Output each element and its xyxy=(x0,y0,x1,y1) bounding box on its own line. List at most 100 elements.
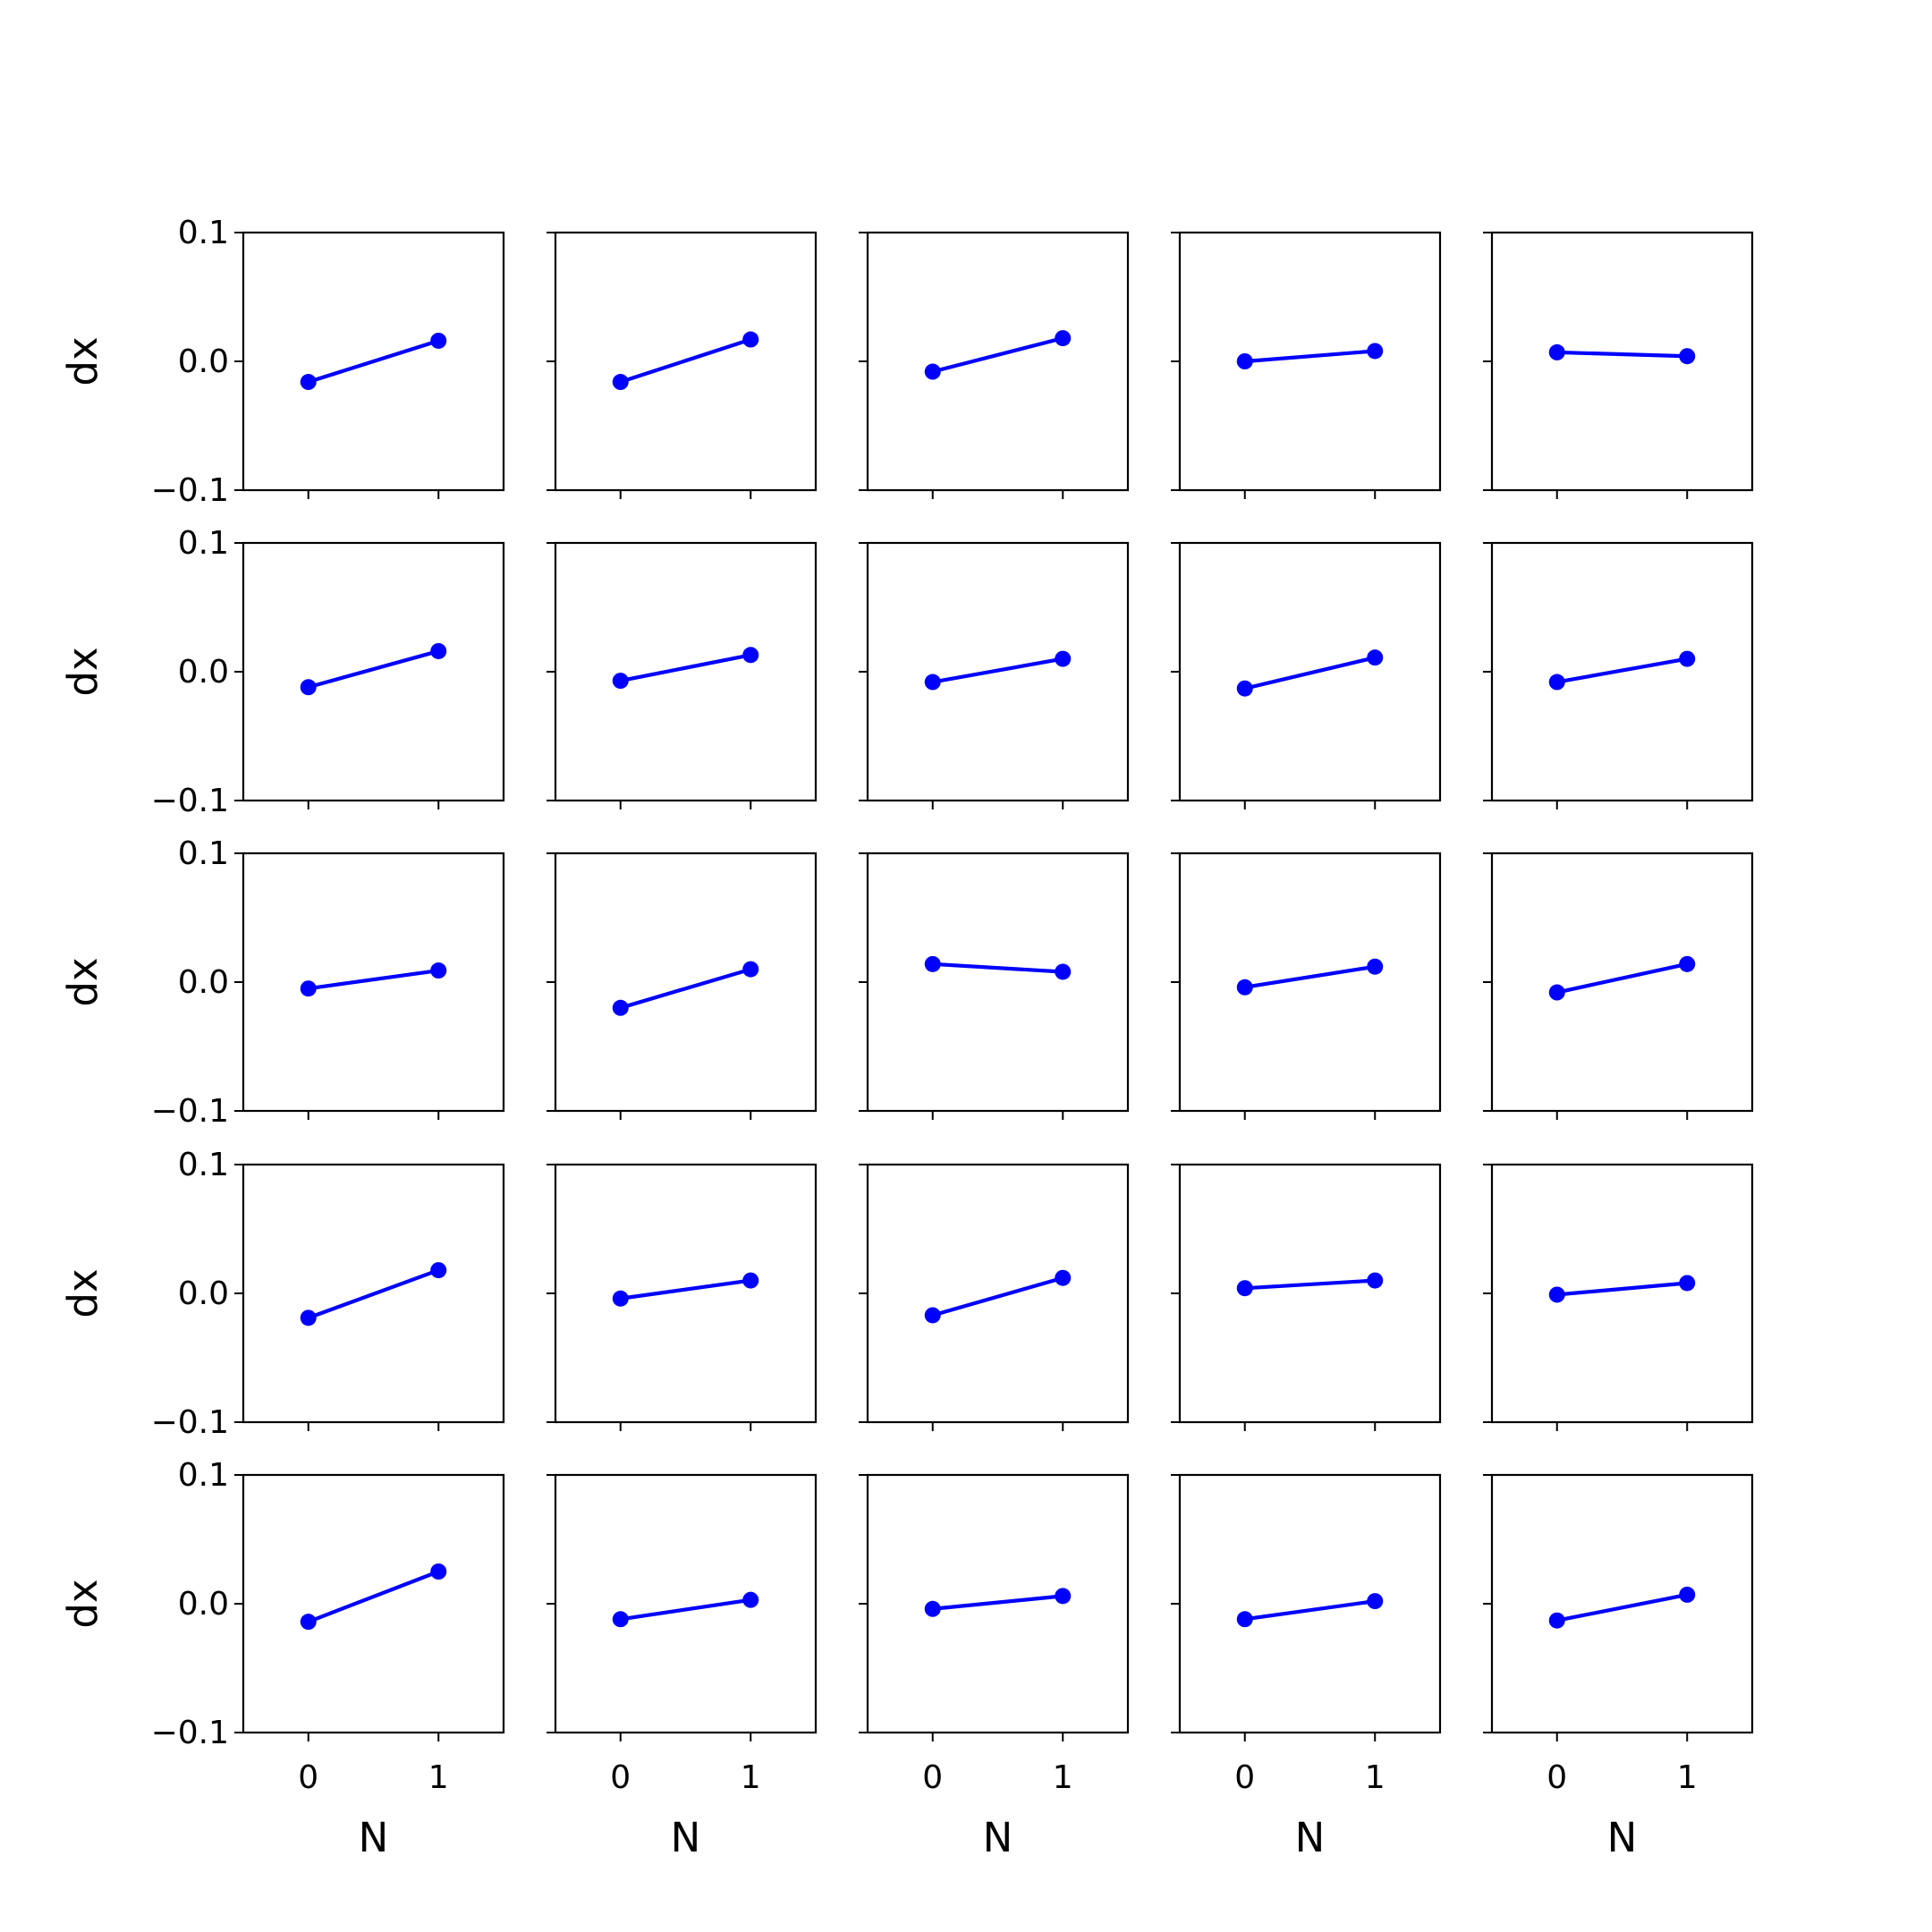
panel-frame-r3-c3 xyxy=(866,852,1130,1113)
panel-frame-r5-c2 xyxy=(554,1473,818,1734)
y-tick-label: 0.1 xyxy=(178,1457,229,1494)
y-tick-label: 0.0 xyxy=(178,1586,229,1623)
y-tick-label: 0.1 xyxy=(178,835,229,872)
series-line-r1-c1 xyxy=(306,338,441,385)
data-point-r5-c2-1 xyxy=(742,1591,759,1608)
data-point-r3-c5-1 xyxy=(1679,955,1696,972)
data-point-r4-c5-1 xyxy=(1679,1275,1696,1292)
y-tick-label: −0.1 xyxy=(151,1715,229,1751)
data-point-r1-c4-1 xyxy=(1367,343,1384,360)
x-axis-label: N xyxy=(671,1814,701,1861)
series-line-r2-c3 xyxy=(930,657,1065,684)
data-point-r1-c5-1 xyxy=(1679,348,1696,365)
data-point-r2-c4-0 xyxy=(1236,680,1253,697)
data-point-r5-c4-0 xyxy=(1236,1611,1253,1628)
series-line-r1-c4 xyxy=(1242,349,1377,364)
series-line-r3-c1 xyxy=(306,968,441,991)
series-line-r4-c2 xyxy=(618,1278,753,1301)
data-point-r3-c3-0 xyxy=(924,955,941,972)
series-line-r1-c2 xyxy=(618,337,753,385)
series-line-r2-c1 xyxy=(306,648,441,690)
data-point-r3-c5-0 xyxy=(1548,984,1565,1001)
y-tick-label: −0.1 xyxy=(151,472,229,509)
series-line-r3-c3 xyxy=(930,962,1065,974)
data-point-r1-c3-1 xyxy=(1055,330,1072,347)
data-point-r2-c2-0 xyxy=(612,673,629,690)
data-point-r3-c1-0 xyxy=(300,980,317,997)
x-tick-label: 0 xyxy=(610,1759,631,1796)
data-point-r4-c1-1 xyxy=(430,1262,447,1279)
y-tick-label: 0.1 xyxy=(178,215,229,251)
panel-frame-r4-c5 xyxy=(1490,1163,1754,1424)
series-line-r2-c2 xyxy=(618,653,753,683)
panel-frame-r3-c5 xyxy=(1490,852,1754,1113)
x-tick-label: 1 xyxy=(741,1759,761,1796)
x-tick-label: 1 xyxy=(1053,1759,1073,1796)
series-line-r5-c1 xyxy=(306,1569,441,1624)
data-point-r2-c5-1 xyxy=(1679,650,1696,667)
y-axis-label: dx xyxy=(59,336,106,386)
panel-frame-r3-c2 xyxy=(554,852,818,1113)
y-tick-label: −0.1 xyxy=(151,783,229,819)
panel-frame-r2-c2 xyxy=(554,541,818,802)
data-point-r5-c2-0 xyxy=(612,1611,629,1628)
panel-frame-r1-c5 xyxy=(1490,231,1754,492)
panel-frame-r5-c4 xyxy=(1178,1473,1442,1734)
data-point-r1-c1-0 xyxy=(300,374,317,391)
y-tick-label: −0.1 xyxy=(151,1404,229,1441)
series-line-r4-c1 xyxy=(306,1267,441,1320)
data-point-r5-c3-0 xyxy=(924,1600,941,1617)
data-point-r2-c4-1 xyxy=(1367,649,1384,666)
y-tick-label: 0.0 xyxy=(178,964,229,1001)
data-point-r4-c5-0 xyxy=(1548,1286,1565,1303)
data-point-r2-c2-1 xyxy=(742,647,759,664)
series-line-r5-c2 xyxy=(618,1597,753,1622)
data-point-r1-c5-0 xyxy=(1548,343,1565,360)
y-axis-label: dx xyxy=(59,1268,106,1318)
data-point-r2-c5-0 xyxy=(1548,674,1565,691)
data-point-r2-c3-0 xyxy=(924,674,941,691)
y-tick-label: 0.1 xyxy=(178,1147,229,1183)
panel-frame-r3-c4 xyxy=(1178,852,1442,1113)
data-point-r3-c2-1 xyxy=(742,961,759,978)
data-point-r4-c2-0 xyxy=(612,1290,629,1307)
panel-frame-r1-c3 xyxy=(866,231,1130,492)
data-point-r1-c2-1 xyxy=(742,331,759,348)
x-tick-label: 1 xyxy=(428,1759,449,1796)
series-line-r2-c5 xyxy=(1555,657,1690,684)
series-line-r5-c3 xyxy=(930,1594,1065,1611)
data-point-r5-c3-1 xyxy=(1055,1588,1072,1605)
y-tick-label: 0.0 xyxy=(178,343,229,380)
series-line-r5-c5 xyxy=(1555,1592,1690,1623)
x-axis-label: N xyxy=(1607,1814,1638,1861)
series-line-r3-c5 xyxy=(1555,962,1690,995)
y-axis-label: dx xyxy=(59,647,106,696)
series-line-r4-c4 xyxy=(1242,1278,1377,1291)
data-point-r5-c5-0 xyxy=(1548,1612,1565,1629)
series-line-r1-c3 xyxy=(930,335,1065,374)
data-point-r2-c1-1 xyxy=(430,642,447,659)
y-axis-label: dx xyxy=(59,957,106,1006)
data-point-r4-c1-0 xyxy=(300,1309,317,1326)
y-tick-label: 0.0 xyxy=(178,654,229,691)
y-tick-label: 0.0 xyxy=(178,1275,229,1312)
y-tick-label: 0.1 xyxy=(178,525,229,562)
series-line-r4-c3 xyxy=(930,1275,1065,1318)
data-point-r3-c3-1 xyxy=(1055,963,1072,980)
x-tick-label: 0 xyxy=(298,1759,318,1796)
data-point-r1-c4-0 xyxy=(1236,353,1253,369)
series-line-r4-c5 xyxy=(1555,1281,1690,1297)
x-axis-label: N xyxy=(1295,1814,1326,1861)
panel-frame-r4-c4 xyxy=(1178,1163,1442,1424)
data-point-r3-c4-0 xyxy=(1236,979,1253,996)
data-point-r1-c3-0 xyxy=(924,363,941,380)
x-axis-label: N xyxy=(359,1814,389,1861)
data-point-r4-c2-1 xyxy=(742,1272,759,1289)
data-point-r5-c1-1 xyxy=(430,1563,447,1580)
x-tick-label: 1 xyxy=(1365,1759,1385,1796)
data-point-r3-c4-1 xyxy=(1367,958,1384,975)
series-line-r3-c2 xyxy=(618,967,753,1010)
data-point-r4-c4-1 xyxy=(1367,1272,1384,1289)
panel-frame-r5-c1 xyxy=(242,1473,505,1734)
